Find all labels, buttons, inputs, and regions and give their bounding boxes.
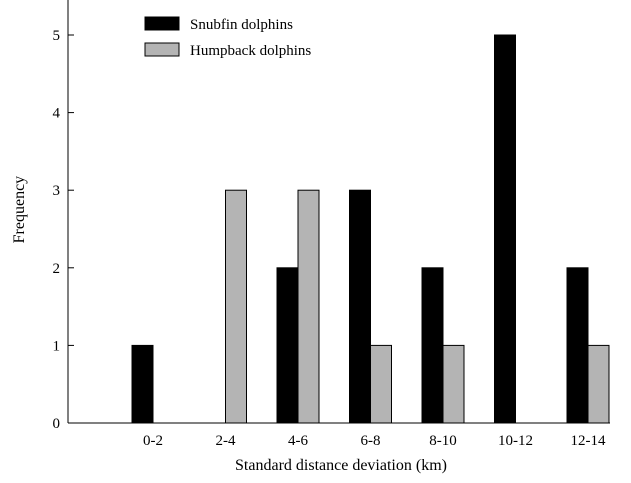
x-tick-label: 12-14 [571, 433, 606, 449]
bar-snubfin [494, 34, 516, 424]
bar-snubfin [131, 344, 154, 424]
bar-humpback [587, 344, 610, 424]
bar-humpback [370, 344, 392, 424]
y-tick-label: 1 [53, 338, 61, 354]
axes-layer [67, 0, 610, 424]
x-tick-label: 6-8 [361, 433, 381, 449]
y-ticks: 0 1 2 3 4 5 [53, 28, 74, 432]
x-tick-label: 4-6 [288, 433, 308, 449]
y-tick-label: 4 [53, 106, 61, 122]
bar-humpback [297, 189, 320, 424]
bar-snubfin [276, 267, 299, 424]
y-tick-label: 0 [53, 416, 61, 432]
bar-humpback [442, 344, 465, 424]
y-tick-label: 3 [53, 183, 61, 199]
legend-swatch-humpback [144, 42, 180, 57]
x-ticks: 0-2 2-4 4-6 6-8 8-10 10-12 12-14 [143, 433, 606, 449]
y-tick-label: 5 [53, 28, 61, 44]
bar-humpback [225, 189, 247, 424]
y-tick-label: 2 [53, 261, 61, 277]
x-axis-label: Standard distance deviation (km) [235, 457, 447, 474]
bar-snubfin [566, 267, 589, 424]
bar-snubfin [421, 267, 444, 424]
y-axis-label: Frequency [11, 176, 28, 244]
x-tick-label: 2-4 [216, 433, 236, 449]
legend: Snubfin dolphins Humpback dolphins [144, 16, 311, 59]
x-tick-label: 10-12 [498, 433, 533, 449]
legend-label-snubfin: Snubfin dolphins [190, 17, 293, 33]
legend-swatch-snubfin [144, 16, 180, 31]
bar-snubfin [349, 189, 371, 424]
x-tick-label: 0-2 [143, 433, 163, 449]
bars-layer [131, 34, 610, 424]
legend-label-humpback: Humpback dolphins [190, 43, 311, 59]
x-tick-label: 8-10 [429, 433, 457, 449]
